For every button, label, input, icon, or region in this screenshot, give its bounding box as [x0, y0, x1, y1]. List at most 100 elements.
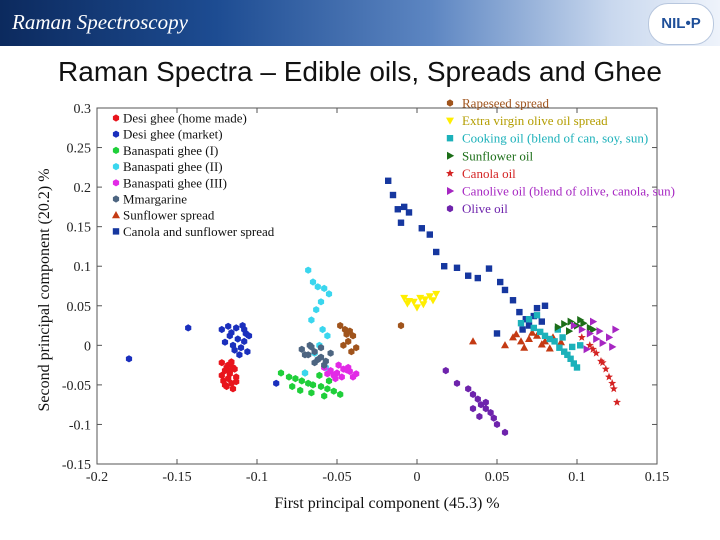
point-canola-oil [609, 384, 618, 393]
point-canolive-oil-blend-of-olive-canola-sun [570, 321, 578, 330]
point-banaspati-ghee-i [277, 369, 285, 377]
point-mmargarine [298, 345, 305, 353]
point-canolive-oil-blend-of-olive-canola-sun [586, 329, 594, 338]
x-tick-label: 0.15 [645, 470, 670, 485]
y-tick-label: 0.1 [74, 260, 92, 275]
point-mmargarine [306, 341, 313, 349]
point-extra-virgin-olive-oil-spread [413, 304, 421, 312]
point-olive-oil [469, 405, 477, 413]
point-canola-oil [613, 398, 621, 406]
point-canola-and-sunflower-spread [485, 265, 493, 272]
point-desi-ghee-home-made [231, 365, 238, 373]
point-rapeseed-spread [349, 332, 357, 340]
point-desi-ghee-market [237, 344, 245, 352]
point-desi-ghee-market [233, 324, 240, 332]
point-banaspati-ghee-iii [324, 370, 331, 378]
point-canola-oil [577, 333, 586, 341]
legend-label-extra-virgin-olive-oil-spread: Extra virgin olive oil spread [462, 113, 608, 128]
point-sunflower-oil [590, 325, 598, 334]
legend-marker-sunflower-spread [112, 211, 120, 219]
point-sunflower-spread [517, 337, 525, 345]
point-cooking-oil-blend-of-can-soy-sun [533, 312, 541, 319]
point-banaspati-ghee-i [289, 382, 296, 391]
point-desi-ghee-home-made [218, 359, 225, 367]
point-cooking-oil-blend-of-can-soy-sun [556, 344, 563, 351]
point-canola-and-sunflower-spread [538, 318, 545, 325]
point-rapeseed-spread [340, 341, 347, 349]
legend-marker-desi-ghee-home-made [112, 114, 120, 122]
point-canola-and-sunflower-spread [509, 297, 517, 304]
point-banaspati-ghee-i [297, 386, 304, 394]
point-sunflower-spread [533, 331, 541, 339]
y-tick-label: 0.15 [67, 221, 92, 236]
point-sunflower-oil [567, 317, 575, 326]
point-banaspati-ghee-i [337, 390, 344, 398]
point-rapeseed-spread [397, 322, 405, 330]
legend-label-sunflower-spread: Sunflower spread [123, 208, 215, 223]
point-mmargarine [317, 344, 325, 352]
point-canola-oil [585, 341, 594, 349]
point-banaspati-ghee-i [324, 385, 331, 393]
point-desi-ghee-market [242, 329, 249, 338]
point-cooking-oil-blend-of-can-soy-sun [541, 332, 549, 340]
point-olive-oil [493, 420, 501, 428]
point-mmargarine [321, 361, 328, 369]
point-canola-and-sunflower-spread [405, 209, 413, 216]
legend-marker-banaspati-ghee-iii [112, 179, 120, 187]
x-tick-label: -0.05 [322, 470, 351, 485]
y-tick-label: 0.25 [67, 142, 92, 157]
point-mmargarine [311, 348, 318, 356]
point-desi-ghee-market [218, 325, 225, 334]
x-tick-label: -0.2 [86, 470, 108, 485]
point-canola-and-sunflower-spread [394, 206, 401, 213]
point-olive-oil [453, 379, 461, 387]
point-canola-and-sunflower-spread [516, 308, 523, 316]
legend-marker-desi-ghee-market [112, 130, 120, 138]
point-canola-and-sunflower-spread [493, 330, 501, 337]
point-banaspati-ghee-i [330, 387, 337, 395]
point-desi-ghee-market [244, 348, 251, 356]
point-canolive-oil-blend-of-olive-canola-sun [578, 325, 586, 334]
point-desi-ghee-home-made [233, 378, 240, 386]
point-banaspati-ghee-i [285, 373, 293, 381]
point-banaspati-ghee-i [316, 371, 323, 379]
point-desi-ghee-home-made [228, 358, 235, 366]
point-banaspati-ghee-ii [308, 316, 315, 324]
legend-marker-mmargarine [112, 195, 120, 203]
point-banaspati-ghee-iii [349, 373, 357, 381]
point-sunflower-spread [520, 343, 529, 351]
legend-label-desi-ghee-home-made: Desi ghee (home made) [123, 111, 247, 126]
x-tick-label: -0.15 [162, 470, 191, 485]
legend-marker-olive-oil [446, 205, 454, 213]
point-canola-and-sunflower-spread [418, 225, 425, 232]
point-banaspati-ghee-iii [338, 373, 345, 381]
point-desi-ghee-market [221, 338, 229, 346]
point-canola-and-sunflower-spread [401, 203, 408, 211]
point-canola-and-sunflower-spread [433, 248, 440, 256]
point-cooking-oil-blend-of-can-soy-sun [530, 324, 537, 332]
point-canola-and-sunflower-spread [441, 263, 448, 270]
point-canolive-oil-blend-of-olive-canola-sun [583, 345, 591, 354]
legend-marker-canola-oil [446, 169, 454, 177]
point-cooking-oil-blend-of-can-soy-sun [554, 326, 561, 333]
point-desi-ghee-market [231, 346, 238, 354]
point-banaspati-ghee-ii [321, 284, 328, 292]
point-olive-oil [469, 390, 477, 398]
point-sunflower-oil [577, 316, 585, 324]
legend-label-cooking-oil-blend-of-can-soy-sun: Cooking oil (blend of can, soy, sun) [462, 131, 648, 146]
y-tick-label: -0.1 [69, 418, 91, 433]
y-tick-label: 0 [84, 339, 91, 354]
legend-label-mmargarine: Mmargarine [123, 192, 187, 207]
point-desi-ghee-home-made [229, 385, 237, 393]
point-banaspati-ghee-iii [335, 361, 342, 369]
point-banaspati-ghee-iii [332, 375, 339, 383]
point-canolive-oil-blend-of-olive-canola-sun [596, 327, 604, 336]
point-banaspati-ghee-i [317, 382, 325, 391]
legend-label-rapeseed-spread: Rapeseed spread [462, 96, 549, 111]
point-desi-ghee-market [228, 329, 235, 337]
slide-title: Raman Spectra – Edible oils, Spreads and… [58, 56, 662, 87]
point-desi-ghee-home-made [221, 381, 229, 389]
point-canola-and-sunflower-spread [389, 191, 397, 199]
point-sunflower-spread [525, 334, 533, 342]
